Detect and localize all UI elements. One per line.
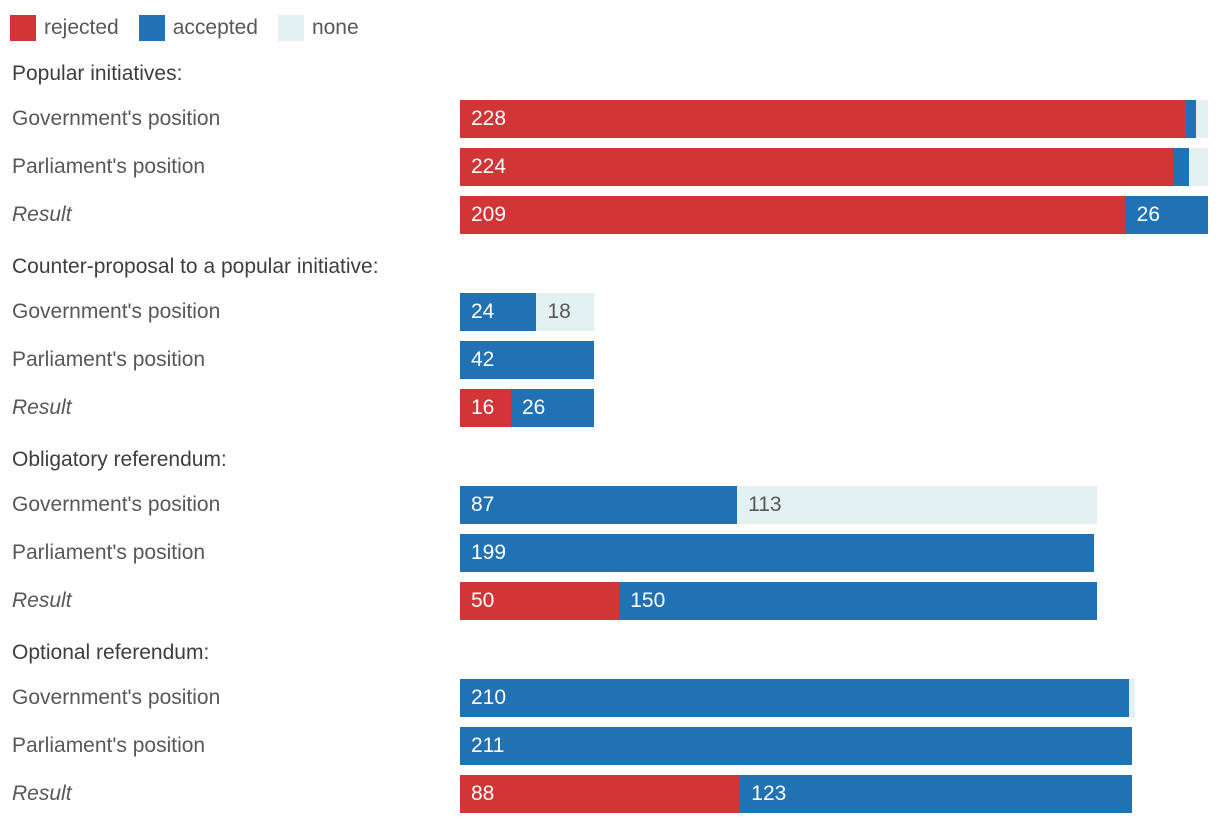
bar-stack: 211 — [460, 727, 1133, 765]
row-label: Parliament's position — [12, 734, 206, 757]
bar-row: Parliament's position 199 — [0, 534, 1220, 572]
bar-value-label: 228 — [471, 107, 507, 130]
bar-stack: 88 123 — [460, 775, 1133, 813]
bar-segment-none — [1195, 100, 1209, 138]
bar-stack: 209 26 — [460, 196, 1209, 234]
legend-label-rejected: rejected — [44, 16, 119, 39]
row-label: Government's position — [12, 493, 221, 516]
row-label: Parliament's position — [12, 348, 206, 371]
bar-value-label: 24 — [471, 300, 495, 323]
bar-value-label: 123 — [751, 782, 787, 805]
bar-segment-rejected: 88 — [460, 775, 741, 813]
legend-item-rejected: rejected — [10, 15, 119, 41]
legend-swatch-accepted-icon — [138, 15, 165, 41]
bar-segment-accepted: 211 — [460, 727, 1133, 765]
bar-row: Government's position 228 — [0, 100, 1220, 138]
row-label: Result — [12, 203, 72, 226]
bar-row: Government's position 24 18 — [0, 293, 1220, 331]
bar-value-label: 16 — [471, 396, 495, 419]
bar-segment-rejected: 209 — [460, 196, 1126, 234]
bar-stack: 199 — [460, 534, 1094, 572]
bar-stack: 210 — [460, 679, 1136, 717]
bar-segment-accepted: 24 — [460, 293, 537, 331]
bar-stack: 50 150 — [460, 582, 1097, 620]
bar-row: Result 16 26 — [0, 389, 1220, 427]
bar-segment-accepted: 42 — [460, 341, 594, 379]
bar-stack: 42 — [460, 341, 594, 379]
bar-segment-accepted: 150 — [619, 582, 1097, 620]
bar-segment-accepted: 87 — [460, 486, 738, 524]
bar-value-label: 88 — [471, 782, 495, 805]
bar-row: Government's position 210 — [0, 679, 1220, 717]
bar-segment-rejected: 224 — [460, 148, 1174, 186]
section-title: Popular initiatives: — [12, 62, 183, 85]
bar-value-label: 211 — [471, 734, 505, 757]
bar-stack: 228 — [460, 100, 1209, 138]
bar-value-label: 18 — [547, 300, 571, 323]
bar-row: Result 209 26 — [0, 196, 1220, 234]
bar-row: Government's position 87 113 — [0, 486, 1220, 524]
row-label: Parliament's position — [12, 541, 206, 564]
bar-value-label: 42 — [471, 348, 495, 371]
bar-row: Result 50 150 — [0, 582, 1220, 620]
bar-segment-rejected: 50 — [460, 582, 620, 620]
chart-legend: rejected accepted none — [10, 15, 1220, 41]
bar-value-label: 113 — [748, 493, 782, 516]
bar-stack: 24 18 — [460, 293, 594, 331]
bar-segment-accepted: 123 — [740, 775, 1133, 813]
bar-row: Result 88 123 — [0, 775, 1220, 813]
row-label: Result — [12, 396, 72, 419]
bar-segment-accepted — [1173, 148, 1190, 186]
bar-segment-accepted: 26 — [510, 389, 594, 427]
bar-segment-accepted: 210 — [460, 679, 1129, 717]
bar-segment-none — [1189, 148, 1209, 186]
bar-row: Parliament's position 224 — [0, 148, 1220, 186]
legend-label-none: none — [311, 16, 359, 39]
bar-value-label: 150 — [630, 589, 666, 612]
chart-sections: Popular initiatives: Government's positio… — [0, 62, 1220, 813]
bar-value-label: 209 — [471, 203, 507, 226]
legend-swatch-rejected-icon — [10, 15, 36, 41]
bar-segment-accepted — [1186, 100, 1196, 138]
bar-value-label: 224 — [471, 155, 507, 178]
section-title: Optional referendum: — [12, 641, 210, 664]
bar-value-label: 26 — [521, 396, 546, 419]
section-title: Obligatory referendum: — [12, 448, 227, 471]
row-label: Government's position — [12, 686, 221, 709]
bar-segment-none: 113 — [737, 486, 1097, 524]
bar-row: Parliament's position 211 — [0, 727, 1220, 765]
row-label: Government's position — [12, 300, 221, 323]
legend-item-accepted: accepted — [138, 15, 258, 41]
row-label: Result — [12, 589, 72, 612]
bar-stack: 87 113 — [460, 486, 1097, 524]
row-label: Result — [12, 782, 72, 805]
legend-label-accepted: accepted — [172, 16, 258, 39]
bar-value-label: 199 — [471, 541, 507, 564]
bar-value-label: 26 — [1136, 203, 1161, 226]
bar-value-label: 50 — [471, 589, 495, 612]
bar-stack: 16 26 — [460, 389, 594, 427]
row-label: Parliament's position — [12, 155, 206, 178]
row-label: Government's position — [12, 107, 221, 130]
section-title: Counter-proposal to a popular initiative… — [12, 255, 379, 278]
bar-stack: 224 — [460, 148, 1209, 186]
bar-segment-accepted: 26 — [1125, 196, 1209, 234]
bar-segment-none: 18 — [536, 293, 594, 331]
bar-value-label: 87 — [471, 493, 495, 516]
bar-segment-accepted: 199 — [460, 534, 1094, 572]
bar-segment-rejected: 16 — [460, 389, 511, 427]
bar-value-label: 210 — [471, 686, 507, 709]
bar-segment-none — [1128, 679, 1136, 717]
legend-swatch-none-icon — [277, 15, 304, 41]
legend-item-none: none — [277, 15, 359, 41]
bar-row: Parliament's position 42 — [0, 341, 1220, 379]
bar-segment-rejected: 228 — [460, 100, 1187, 138]
